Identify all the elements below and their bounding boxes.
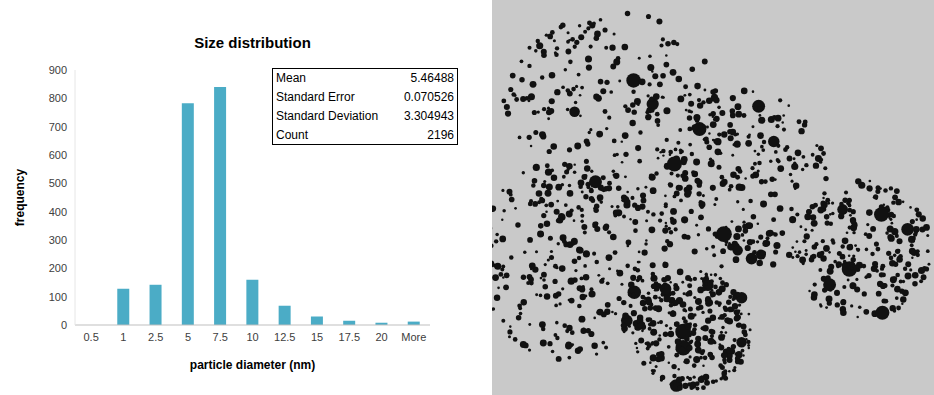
html-text:2196: 2196	[427, 127, 454, 142]
svg-text:10: 10	[246, 331, 258, 343]
html-text:3.304943: 3.304943	[403, 109, 454, 123]
svg-text:2.5: 2.5	[148, 331, 163, 343]
svg-text:12.5: 12.5	[274, 331, 295, 343]
svg-text:17.5: 17.5	[339, 331, 360, 343]
html-text:Standard Error: Standard Error	[276, 90, 355, 104]
svg-text:15: 15	[311, 331, 323, 343]
svg-text:700: 700	[49, 121, 67, 133]
svg-text:0: 0	[61, 319, 67, 331]
html-text:Count: Count	[276, 127, 308, 142]
svg-text:7.5: 7.5	[213, 331, 228, 343]
svg-text:500: 500	[49, 177, 67, 189]
svg-text:particle diameter (nm): particle diameter (nm)	[190, 358, 315, 372]
svg-text:400: 400	[49, 206, 67, 218]
svg-text:900: 900	[49, 64, 67, 76]
svg-text:0.5: 0.5	[83, 331, 98, 343]
svg-text:800: 800	[49, 92, 67, 104]
html-text:Mean: Mean	[276, 71, 306, 86]
svg-text:100: 100	[49, 291, 67, 303]
html-text:0.070526: 0.070526	[403, 90, 454, 104]
svg-text:20: 20	[375, 331, 387, 343]
svg-text:5: 5	[185, 331, 191, 343]
svg-text:300: 300	[49, 234, 67, 246]
svg-text:frequency: frequency	[13, 169, 27, 227]
html-text:Size distribution: Size distribution	[194, 34, 311, 51]
svg-text:600: 600	[49, 149, 67, 161]
svg-text:More: More	[401, 331, 426, 343]
html-text:5.46488: 5.46488	[410, 71, 454, 86]
svg-text:200: 200	[49, 262, 67, 274]
svg-text:1: 1	[120, 331, 126, 343]
html-text:Standard Deviation: Standard Deviation	[276, 109, 379, 123]
